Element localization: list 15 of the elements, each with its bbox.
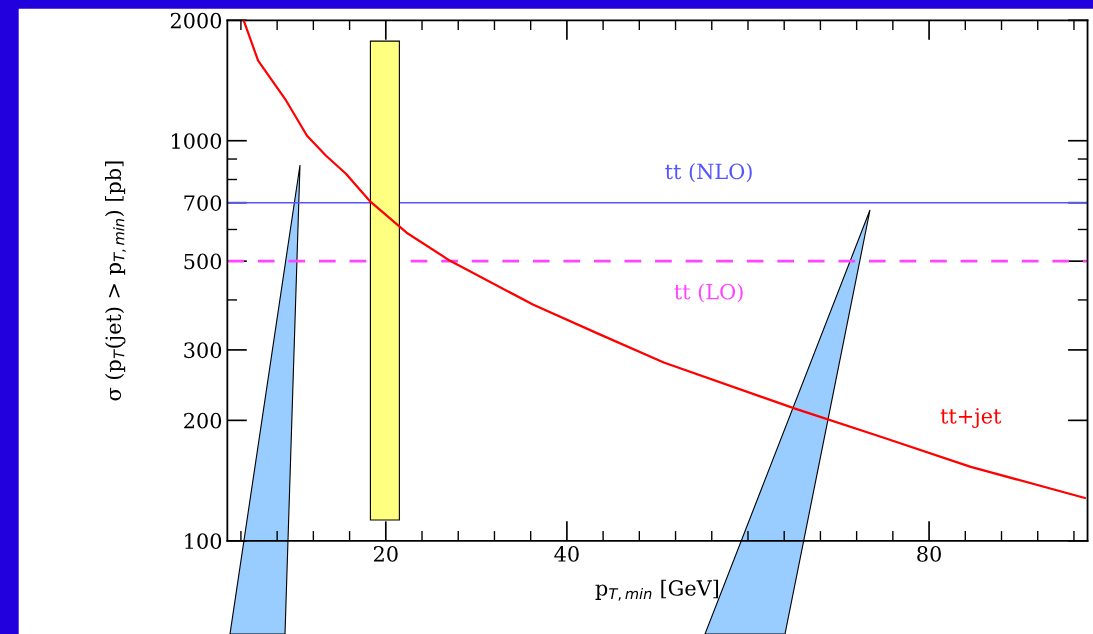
y-axis-title: σ (p$_{T}$(jet) > p$_{T,min}$) [pb] (105, 161, 126, 401)
series-label: tt+jet (940, 408, 1002, 429)
ref-line-label: tt (NLO) (665, 163, 752, 183)
y-tick-label: 500 (184, 253, 222, 270)
ref-line-label: tt (LO) (674, 283, 743, 303)
y-tick-label: 100 (185, 533, 222, 550)
x-tick-label: 40 (554, 546, 579, 562)
y-tick-label: 300 (184, 342, 222, 359)
x-tick-label: 80 (917, 546, 941, 562)
x-axis-title: p$_{T,min}$ [GeV] (595, 579, 719, 601)
y-tick-label: 2000 (170, 12, 222, 29)
x-tick-label: 20 (373, 546, 398, 562)
y-tick-label: 1000 (172, 133, 222, 149)
y-tick-label: 700 (184, 195, 222, 211)
y-tick-label: 200 (184, 412, 222, 429)
